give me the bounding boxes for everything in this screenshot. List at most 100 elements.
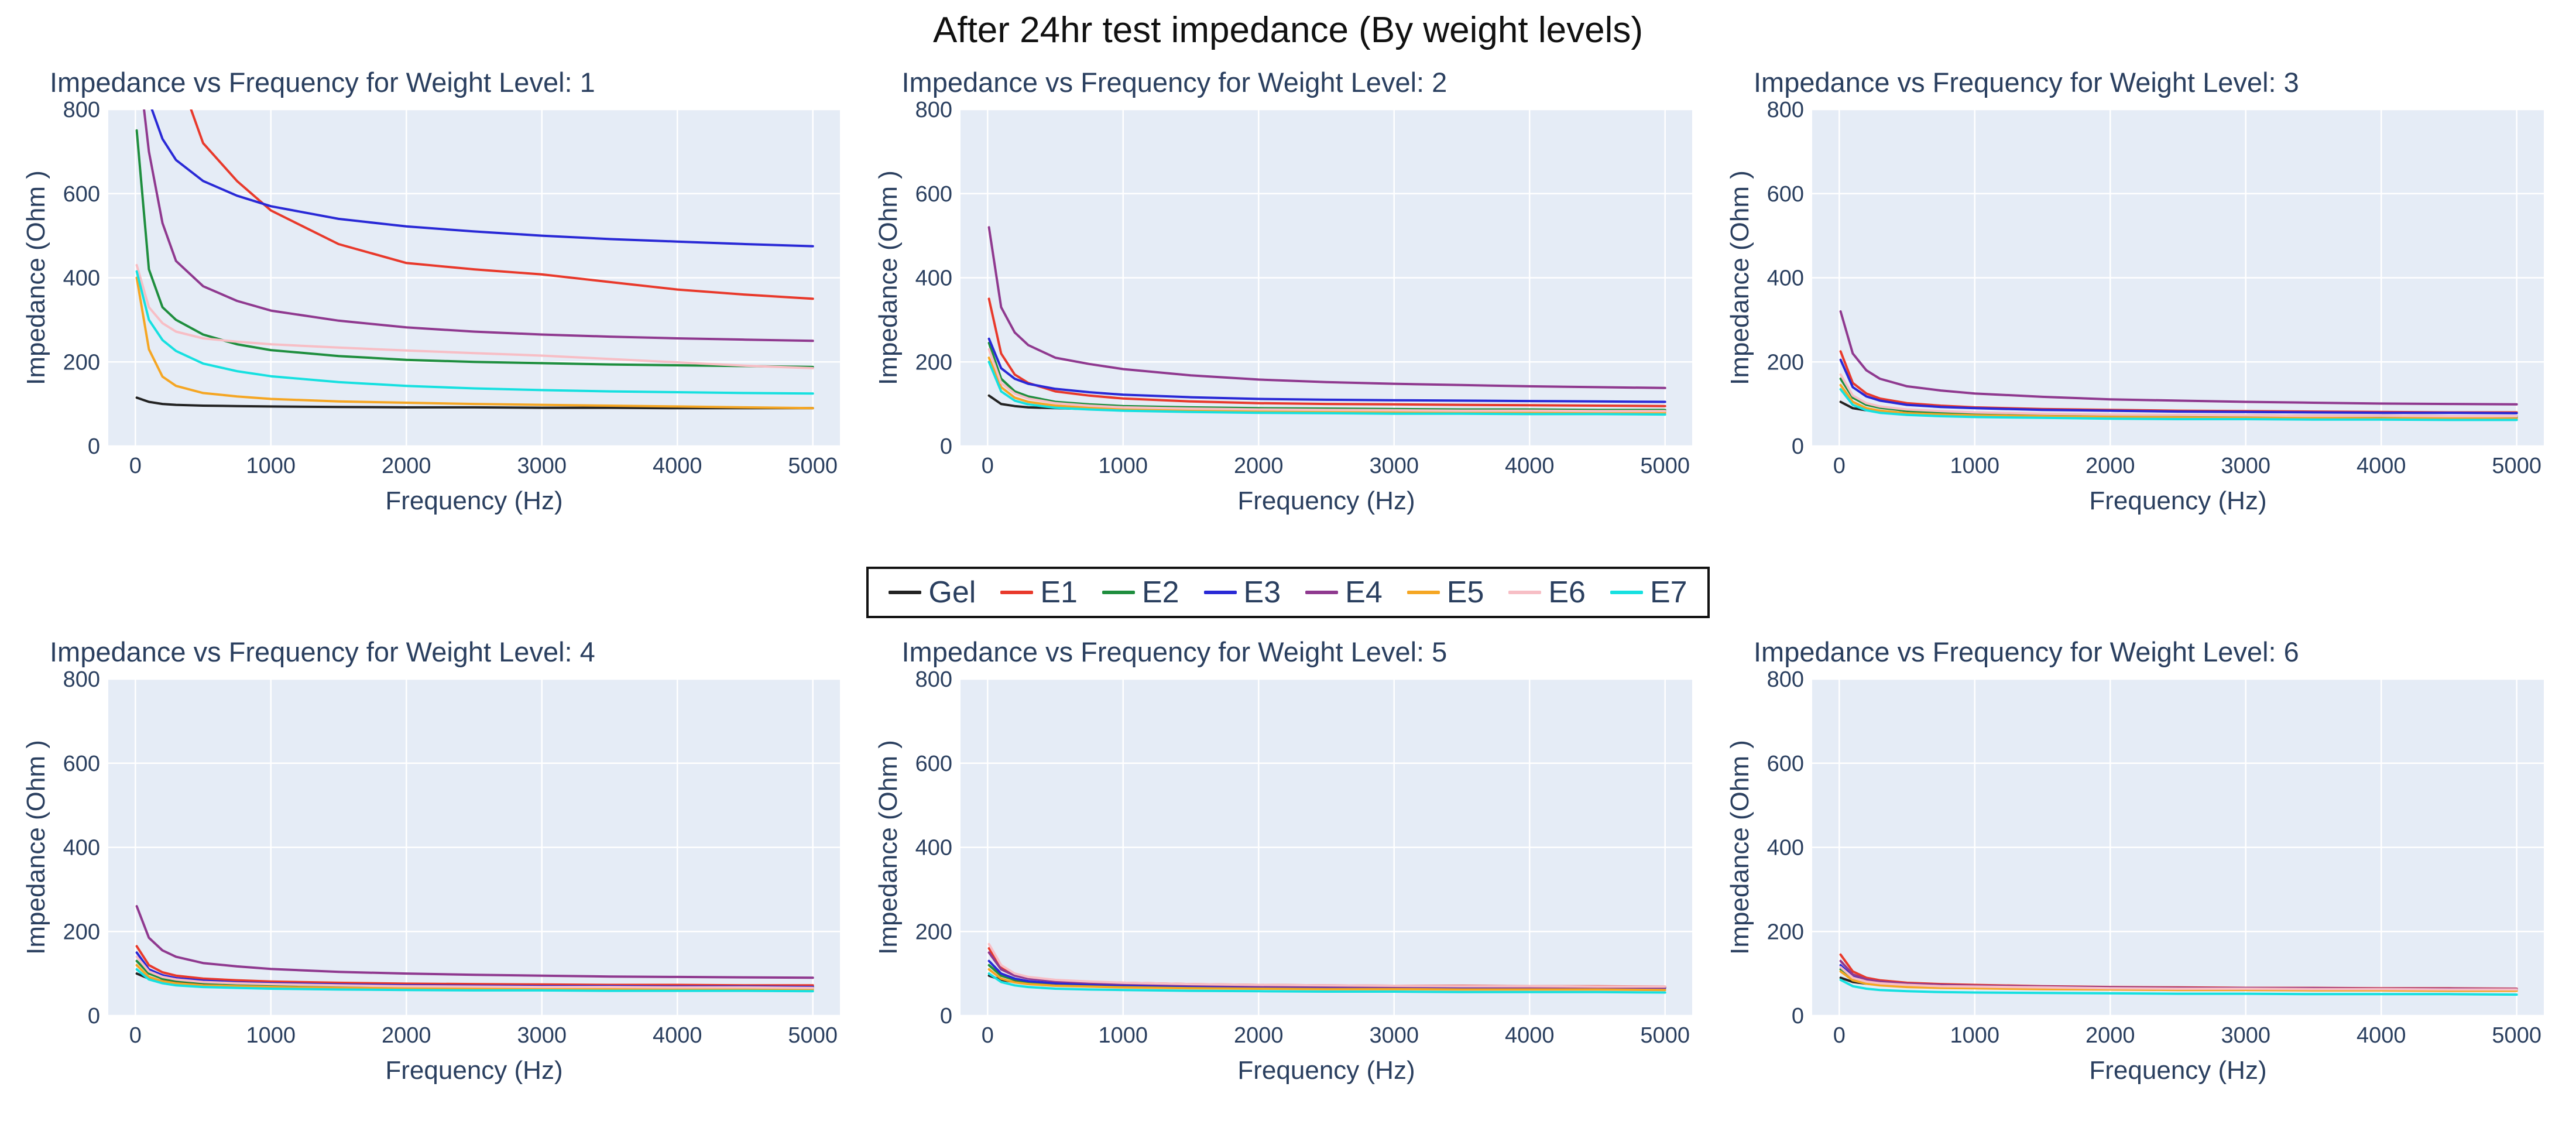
subplot-weight-level-1: Impedance vs Frequency for Weight Level:… bbox=[18, 61, 855, 551]
y-tick-label: 200 bbox=[915, 920, 952, 944]
y-tick-label: 0 bbox=[1792, 434, 1804, 459]
series-line-e5 bbox=[1839, 970, 2518, 992]
series-line-e5 bbox=[1839, 383, 2518, 420]
y-tick-label: 200 bbox=[63, 350, 100, 375]
legend-label: Gel bbox=[928, 575, 976, 609]
series-line-e2 bbox=[135, 129, 814, 368]
plot-canvas-3: 0 1000 2000 3000 4000 5000 0 200 400 600 800 Freque… bbox=[1726, 101, 2544, 515]
y-axis-label: Impedance (Ohm ) bbox=[874, 170, 903, 385]
x-tick-label: 2000 bbox=[2086, 1023, 2135, 1048]
subplot-title-5: Impedance vs Frequency for Weight Level:… bbox=[901, 636, 1448, 667]
x-tick-label: 0 bbox=[981, 454, 993, 478]
legend-swatch bbox=[1000, 591, 1034, 594]
legend-label: E1 bbox=[1040, 575, 1078, 609]
y-axis-label: Impedance (Ohm ) bbox=[1726, 740, 1754, 955]
x-tick-label: 1000 bbox=[246, 1023, 296, 1048]
x-tick-label: 0 bbox=[1833, 1023, 1846, 1048]
figure-title: After 24hr test impedance (By weight lev… bbox=[933, 10, 1643, 50]
series-line-e7 bbox=[135, 270, 814, 395]
legend-swatch bbox=[1102, 591, 1135, 594]
x-tick-label: 2000 bbox=[2086, 454, 2135, 478]
subplot-weight-level-5: Impedance vs Frequency for Weight Level:… bbox=[870, 631, 1707, 1121]
y-axis-label: Impedance (Ohm ) bbox=[22, 170, 50, 385]
legend-item-e6: E6 bbox=[1508, 575, 1586, 610]
x-tick-label: 0 bbox=[129, 1023, 142, 1048]
x-tick-label: 3000 bbox=[1369, 1023, 1419, 1048]
legend-label: E4 bbox=[1345, 575, 1383, 609]
legend-swatch bbox=[1508, 591, 1542, 594]
y-tick-label: 800 bbox=[915, 670, 952, 692]
series-line-e1 bbox=[190, 109, 814, 300]
x-tick-label: 2000 bbox=[1233, 454, 1283, 478]
legend-swatch bbox=[1407, 591, 1440, 594]
y-tick-label: 800 bbox=[1767, 670, 1804, 692]
y-tick-label: 600 bbox=[1767, 752, 1804, 776]
legend-item-e7: E7 bbox=[1610, 575, 1687, 610]
legend-label: E3 bbox=[1243, 575, 1281, 609]
series-line-e5 bbox=[135, 964, 814, 991]
y-tick-label: 400 bbox=[915, 266, 952, 291]
x-axis-label: Frequency (Hz) bbox=[385, 1056, 562, 1085]
series-line-e5 bbox=[987, 968, 1666, 992]
x-tick-label: 5000 bbox=[2492, 1023, 2541, 1048]
x-tick-label: 5000 bbox=[2492, 454, 2541, 478]
series-line-e6 bbox=[1839, 373, 2518, 417]
y-tick-label: 400 bbox=[63, 836, 100, 861]
series-line-e7 bbox=[987, 361, 1666, 416]
legend-label: E2 bbox=[1141, 575, 1179, 609]
series-line-e6 bbox=[135, 263, 814, 369]
y-tick-label: 200 bbox=[1767, 920, 1804, 944]
subplot-title-2: Impedance vs Frequency for Weight Level:… bbox=[901, 67, 1448, 98]
x-tick-label: 3000 bbox=[1369, 454, 1419, 478]
y-tick-label: 800 bbox=[915, 101, 952, 122]
x-tick-label: 0 bbox=[1833, 454, 1846, 478]
series-line-e1 bbox=[135, 945, 814, 987]
plot-canvas-6: 0 1000 2000 3000 4000 5000 0 200 400 600 800 Freque… bbox=[1726, 670, 2544, 1085]
y-tick-label: 0 bbox=[88, 1004, 100, 1029]
legend-swatch bbox=[1305, 591, 1339, 594]
legend-swatch bbox=[1203, 591, 1237, 594]
subplot-weight-level-4: Impedance vs Frequency for Weight Level:… bbox=[18, 631, 855, 1121]
x-tick-label: 4000 bbox=[653, 1023, 702, 1048]
series-line-e2 bbox=[987, 341, 1666, 412]
subplot-row-bottom: Impedance vs Frequency for Weight Level:… bbox=[0, 631, 2576, 1121]
x-tick-label: 1000 bbox=[1098, 1023, 1148, 1048]
legend-item-e5: E5 bbox=[1407, 575, 1484, 610]
plot-canvas-5: 0 1000 2000 3000 4000 5000 0 200 400 600 800 Freque… bbox=[874, 670, 1692, 1085]
y-tick-label: 0 bbox=[1792, 1004, 1804, 1029]
x-tick-label: 3000 bbox=[2221, 1023, 2270, 1048]
y-tick-label: 600 bbox=[63, 182, 100, 207]
y-tick-label: 400 bbox=[1767, 836, 1804, 861]
series-line-e6 bbox=[987, 942, 1666, 988]
legend-item-e2: E2 bbox=[1102, 575, 1179, 610]
legend-item-e1: E1 bbox=[1000, 575, 1078, 610]
series-line-e5 bbox=[987, 356, 1666, 414]
x-tick-label: 1000 bbox=[1950, 454, 2000, 478]
x-tick-label: 0 bbox=[981, 1023, 993, 1048]
series-line-e3 bbox=[150, 109, 814, 248]
subplot-title-4: Impedance vs Frequency for Weight Level:… bbox=[50, 636, 595, 667]
x-axis-label: Frequency (Hz) bbox=[2089, 1056, 2266, 1085]
y-tick-label: 400 bbox=[1767, 266, 1804, 291]
legend-swatch bbox=[889, 591, 922, 594]
x-tick-label: 2000 bbox=[382, 1023, 431, 1048]
y-tick-label: 200 bbox=[915, 350, 952, 375]
y-tick-label: 600 bbox=[915, 182, 952, 207]
y-tick-label: 800 bbox=[63, 670, 100, 692]
series-line-e7 bbox=[1839, 978, 2518, 996]
legend-label: E6 bbox=[1548, 575, 1586, 609]
x-tick-label: 4000 bbox=[2357, 454, 2406, 478]
subplot-weight-level-3: Impedance vs Frequency for Weight Level:… bbox=[1721, 61, 2558, 551]
y-tick-label: 0 bbox=[939, 434, 952, 459]
x-tick-label: 3000 bbox=[2221, 454, 2270, 478]
subplot-row-top: Impedance vs Frequency for Weight Level:… bbox=[0, 61, 2576, 551]
y-axis-label: Impedance (Ohm ) bbox=[874, 740, 903, 955]
legend-label: E7 bbox=[1649, 575, 1687, 609]
y-axis-label: Impedance (Ohm ) bbox=[22, 740, 50, 955]
legend-row: Gel E1 E2 E3 E4 E5 E6 E7 bbox=[0, 567, 2576, 618]
y-tick-label: 600 bbox=[915, 752, 952, 776]
y-tick-label: 400 bbox=[63, 266, 100, 291]
x-tick-label: 4000 bbox=[1504, 454, 1554, 478]
series-line-e3 bbox=[1839, 358, 2518, 414]
